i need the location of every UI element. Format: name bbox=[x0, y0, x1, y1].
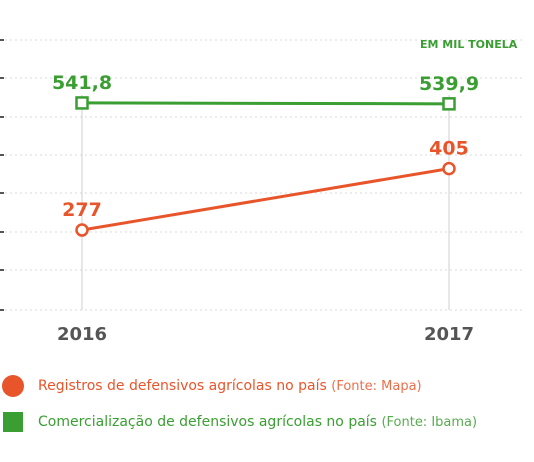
data-point-comercializacao bbox=[442, 97, 456, 111]
x-axis-labels: 2016 2017 bbox=[57, 324, 474, 345]
legend-item-registros: Registros de defensivos agrícolas no paí… bbox=[0, 375, 422, 397]
legend-text: Registros de defensivos agrícolas no paí… bbox=[38, 378, 422, 394]
series-line-comercializacao bbox=[81, 101, 450, 106]
line-chart: EM MIL TONELA 541,8 539,9 277 405 2016 2017 bbox=[0, 38, 522, 345]
legend-source: (Fonte: Ibama) bbox=[381, 415, 478, 430]
legend-label: Comercialização de defensivos agrícolas … bbox=[38, 414, 377, 430]
data-label-comercializacao: 541,8 bbox=[52, 72, 112, 94]
data-point-registros bbox=[75, 223, 89, 237]
legend-label: Registros de defensivos agrícolas no paí… bbox=[38, 378, 327, 394]
data-point-comercializacao bbox=[75, 96, 89, 110]
legend-source: (Fonte: Mapa) bbox=[331, 379, 422, 394]
data-label-registros: 277 bbox=[62, 199, 102, 221]
legend-text: Comercialização de defensivos agrícolas … bbox=[38, 414, 477, 430]
data-label-registros: 405 bbox=[429, 138, 469, 160]
unit-label: EM MIL TONELA bbox=[420, 38, 518, 51]
x-tick-label: 2016 bbox=[57, 324, 107, 345]
series-layer: 541,8 539,9 277 405 bbox=[52, 72, 479, 237]
category-guides bbox=[81, 95, 450, 310]
data-point-registros bbox=[442, 161, 456, 176]
data-label-comercializacao: 539,9 bbox=[419, 73, 479, 95]
orange-circle-icon bbox=[2, 375, 24, 397]
legend-item-comercializacao: Comercialização de defensivos agrícolas … bbox=[0, 412, 477, 432]
series-line-registros bbox=[81, 167, 450, 232]
x-tick-label: 2017 bbox=[424, 324, 474, 345]
green-square-icon bbox=[3, 412, 23, 432]
